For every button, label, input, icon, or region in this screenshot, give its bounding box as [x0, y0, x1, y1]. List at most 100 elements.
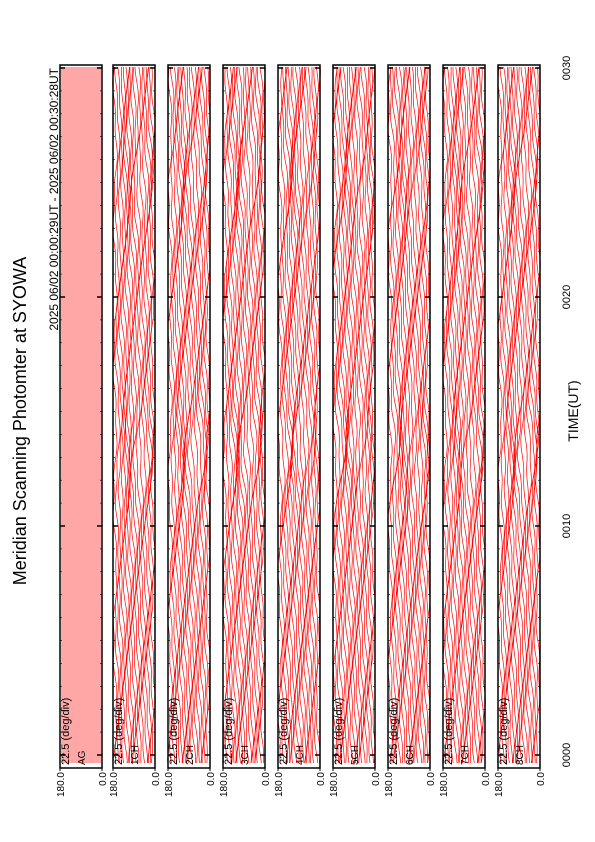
- trace: [533, 66, 540, 764]
- trace: [417, 66, 424, 764]
- trace: [360, 66, 367, 764]
- trace: [258, 66, 264, 764]
- y-tick-label: 0.0: [98, 772, 109, 786]
- trace: [410, 66, 417, 764]
- trace: [478, 67, 485, 764]
- trace: [472, 66, 480, 764]
- trace: [230, 66, 238, 764]
- trace: [517, 66, 525, 764]
- trace: [512, 66, 519, 763]
- trace: [142, 66, 150, 764]
- trace: [523, 66, 529, 763]
- trace: [236, 66, 244, 764]
- trace: [279, 67, 286, 764]
- panel-frame: [277, 64, 321, 769]
- trace: [511, 66, 517, 763]
- trace: [175, 66, 183, 764]
- trace: [290, 66, 299, 764]
- trace: [120, 66, 127, 764]
- trace: [460, 66, 468, 763]
- trace: [135, 66, 142, 763]
- trace: [421, 66, 429, 764]
- trace: [311, 66, 317, 764]
- trace: [406, 66, 413, 764]
- trace: [298, 66, 305, 764]
- trace: [179, 66, 186, 764]
- scale-label: 22.5 (deg/div): [333, 698, 345, 765]
- trace: [444, 66, 451, 764]
- trace: [408, 66, 415, 764]
- trace: [313, 66, 319, 764]
- trace: [468, 67, 474, 764]
- trace: [340, 66, 348, 764]
- trace: [446, 66, 453, 764]
- trace: [199, 66, 208, 764]
- trace: [303, 66, 310, 764]
- y-tick-label: 0.0: [536, 772, 547, 786]
- trace: [140, 66, 147, 764]
- trace: [126, 66, 132, 764]
- panel-frame: [332, 64, 376, 769]
- y-tick-label: 0.0: [316, 772, 327, 786]
- trace: [289, 66, 295, 764]
- trace: [336, 66, 344, 764]
- y-tick-label: 180.0: [384, 772, 395, 797]
- chart-subtitle: 2025 06/02 00:00:29UT - 2025 06/02 00:30…: [47, 67, 61, 330]
- trace: [452, 66, 459, 764]
- trace: [529, 66, 538, 764]
- trace: [254, 67, 262, 764]
- trace: [354, 66, 360, 764]
- trace: [250, 66, 258, 764]
- panel-name: 7CH: [460, 745, 471, 765]
- x-tick-label: 0000: [561, 743, 573, 767]
- panel-name: 3CH: [240, 745, 251, 765]
- trace: [348, 66, 356, 764]
- y-tick-label: 180.0: [164, 772, 175, 797]
- trace: [287, 66, 294, 764]
- trace: [342, 66, 349, 764]
- trace: [338, 66, 347, 764]
- y-tick-label: 180.0: [494, 772, 505, 797]
- trace: [450, 67, 457, 764]
- trace: [465, 66, 472, 764]
- trace: [224, 66, 230, 764]
- trace: [389, 66, 396, 764]
- panel-frame: [497, 64, 541, 769]
- trace: [499, 66, 505, 764]
- trace: [415, 66, 422, 764]
- trace: [193, 66, 200, 764]
- trace: [366, 66, 373, 764]
- trace: [138, 66, 144, 764]
- trace: [393, 66, 401, 764]
- panel-name: 6CH: [405, 745, 416, 765]
- trace: [345, 66, 352, 764]
- trace: [476, 66, 484, 763]
- trace: [190, 66, 197, 764]
- trace: [301, 66, 307, 764]
- trace: [232, 66, 239, 764]
- trace: [114, 66, 121, 764]
- chart-title: Meridian Scanning Photomter at SYOWA: [10, 257, 30, 585]
- scale-label: 22.5 (deg/div): [443, 698, 455, 765]
- trace: [226, 66, 233, 764]
- panel-name: 5CH: [350, 745, 361, 765]
- trace: [290, 66, 297, 764]
- panel-name: 1CH: [130, 745, 141, 765]
- y-tick-label: 180.0: [56, 772, 67, 797]
- y-tick-label: 0.0: [371, 772, 382, 786]
- trace: [356, 66, 362, 764]
- trace: [243, 66, 250, 764]
- trace: [362, 66, 368, 764]
- panel-name: 8CH: [515, 745, 526, 765]
- y-tick-label: 0.0: [151, 772, 162, 786]
- panel-frame: [112, 64, 156, 769]
- trace: [169, 66, 175, 764]
- trace: [146, 66, 155, 764]
- trace: [399, 66, 405, 764]
- trace: [130, 66, 138, 763]
- trace: [395, 66, 402, 764]
- scale-label: 22.5 (deg/div): [113, 698, 125, 765]
- trace: [509, 66, 516, 764]
- x-tick-label: 0010: [561, 514, 573, 538]
